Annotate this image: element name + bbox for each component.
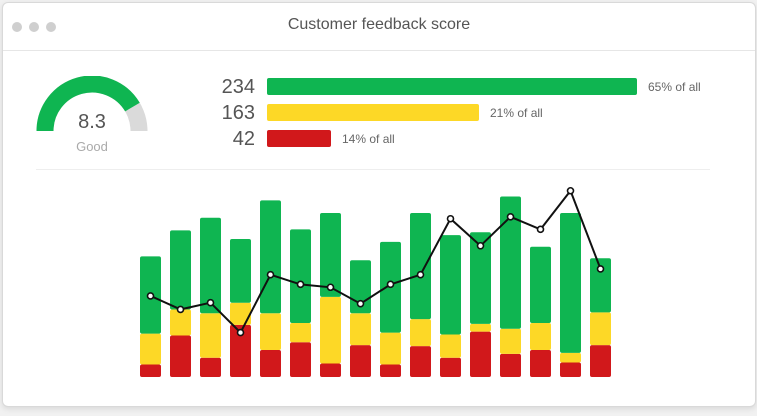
title-bar: Customer feedback score [3,3,755,51]
stat-row-neutral: 163 21% of all [200,102,740,124]
window-dot-icon[interactable] [12,22,22,32]
stat-count: 234 [221,76,255,98]
section-divider [36,169,710,170]
stat-bar [267,78,637,95]
stat-bar [267,130,331,147]
stat-count: 163 [221,102,255,124]
stat-percent: 65% of all [648,80,701,94]
gauge-label: Good [76,139,108,154]
window-dot-icon[interactable] [46,22,56,32]
stat-row-negative: 42 14% of all [200,128,740,150]
stat-percent: 21% of all [490,106,543,120]
stat-count: 42 [232,128,255,150]
stat-row-positive: 234 65% of all [200,76,740,98]
window-controls [12,22,56,32]
stat-bar [267,104,479,121]
window-title: Customer feedback score [287,16,471,33]
score-gauge [36,76,148,132]
gauge-value: 8.3 [78,111,106,133]
stat-percent: 14% of all [342,132,395,146]
gauge-fill [36,76,140,132]
feedback-window: Customer feedback score [2,2,756,407]
window-dot-icon[interactable] [29,22,39,32]
